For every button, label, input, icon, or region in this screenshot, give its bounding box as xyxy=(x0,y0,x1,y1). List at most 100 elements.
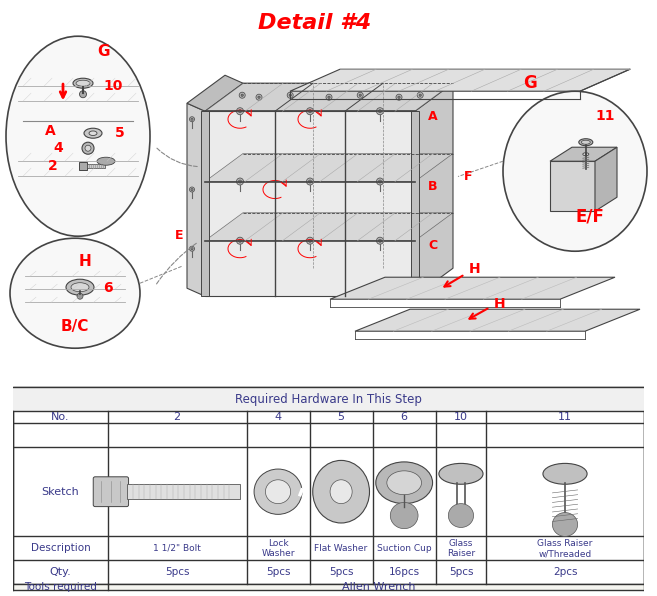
Circle shape xyxy=(378,180,382,183)
Circle shape xyxy=(287,92,293,98)
Circle shape xyxy=(357,92,363,98)
Text: 11: 11 xyxy=(595,109,615,123)
Text: Qty.: Qty. xyxy=(49,567,72,577)
Text: Suction Cup: Suction Cup xyxy=(377,544,432,553)
Circle shape xyxy=(254,469,302,514)
Circle shape xyxy=(390,502,418,529)
Polygon shape xyxy=(330,277,615,299)
Text: Description: Description xyxy=(31,544,90,553)
Circle shape xyxy=(378,110,382,113)
Circle shape xyxy=(289,94,292,97)
Text: 1 1/2" Bolt: 1 1/2" Bolt xyxy=(153,544,201,553)
Circle shape xyxy=(308,180,311,183)
Text: 5pcs: 5pcs xyxy=(329,567,353,577)
Circle shape xyxy=(191,118,193,120)
Polygon shape xyxy=(205,83,453,111)
Circle shape xyxy=(79,91,87,98)
Text: H: H xyxy=(79,254,91,269)
Circle shape xyxy=(307,178,313,185)
Bar xyxy=(13,387,644,411)
Circle shape xyxy=(328,96,330,98)
Polygon shape xyxy=(290,69,630,91)
Polygon shape xyxy=(187,103,205,296)
Circle shape xyxy=(85,145,91,151)
Text: A: A xyxy=(45,124,55,138)
Polygon shape xyxy=(205,83,453,111)
Circle shape xyxy=(237,108,244,114)
Text: 4: 4 xyxy=(53,141,63,155)
Circle shape xyxy=(308,239,311,243)
Text: 4: 4 xyxy=(275,412,282,422)
Text: Sketch: Sketch xyxy=(41,487,79,496)
Circle shape xyxy=(417,92,423,98)
Circle shape xyxy=(238,239,242,243)
Circle shape xyxy=(326,94,332,100)
Text: 2: 2 xyxy=(48,159,58,173)
Text: B/C: B/C xyxy=(61,319,89,334)
Polygon shape xyxy=(187,75,243,111)
Text: 11: 11 xyxy=(558,412,572,422)
Circle shape xyxy=(239,92,245,98)
Polygon shape xyxy=(550,147,617,162)
Text: 6: 6 xyxy=(401,412,408,422)
Circle shape xyxy=(238,180,242,183)
Circle shape xyxy=(448,504,474,527)
Text: B: B xyxy=(428,180,438,193)
Text: Glass Raiser
w/Threaded: Glass Raiser w/Threaded xyxy=(537,539,593,558)
Text: Allen Wrench: Allen Wrench xyxy=(342,582,416,592)
Circle shape xyxy=(376,178,384,185)
Text: Detail #4: Detail #4 xyxy=(258,13,372,33)
Circle shape xyxy=(82,142,94,154)
Circle shape xyxy=(553,513,578,536)
Text: H: H xyxy=(494,297,506,311)
Text: 5pcs: 5pcs xyxy=(266,567,290,577)
Circle shape xyxy=(307,108,313,114)
Circle shape xyxy=(191,247,193,250)
Bar xyxy=(79,162,87,170)
Polygon shape xyxy=(355,309,640,331)
Ellipse shape xyxy=(543,464,587,484)
Circle shape xyxy=(397,96,400,98)
Circle shape xyxy=(237,237,244,244)
Ellipse shape xyxy=(387,471,422,495)
Text: 5pcs: 5pcs xyxy=(449,567,473,577)
Polygon shape xyxy=(205,111,415,296)
Circle shape xyxy=(419,94,421,97)
Circle shape xyxy=(308,110,311,113)
Ellipse shape xyxy=(71,283,89,291)
Circle shape xyxy=(77,293,83,299)
Ellipse shape xyxy=(313,460,369,523)
Circle shape xyxy=(378,239,382,243)
Text: 10: 10 xyxy=(103,79,123,93)
Ellipse shape xyxy=(97,157,115,165)
Text: Flat Washer: Flat Washer xyxy=(315,544,368,553)
Ellipse shape xyxy=(330,480,352,504)
Text: A: A xyxy=(428,110,438,123)
Circle shape xyxy=(238,110,242,113)
Bar xyxy=(13,584,644,590)
Text: No.: No. xyxy=(51,412,70,422)
Circle shape xyxy=(359,94,361,97)
Text: G: G xyxy=(97,44,109,59)
Bar xyxy=(411,111,419,296)
Bar xyxy=(87,164,105,168)
Circle shape xyxy=(396,94,402,100)
Ellipse shape xyxy=(73,78,93,88)
Ellipse shape xyxy=(76,80,90,86)
Circle shape xyxy=(307,237,313,244)
Ellipse shape xyxy=(376,462,432,504)
Ellipse shape xyxy=(583,153,589,156)
Ellipse shape xyxy=(10,238,140,348)
Text: 6: 6 xyxy=(103,281,113,295)
Text: G: G xyxy=(523,74,537,92)
Text: 2pcs: 2pcs xyxy=(553,567,578,577)
Ellipse shape xyxy=(66,279,94,295)
Circle shape xyxy=(189,246,194,252)
Ellipse shape xyxy=(579,139,593,145)
Ellipse shape xyxy=(89,131,97,135)
Circle shape xyxy=(191,188,193,191)
Text: F: F xyxy=(464,170,472,183)
Text: Tools required: Tools required xyxy=(24,582,97,592)
Polygon shape xyxy=(550,162,595,211)
Circle shape xyxy=(189,187,194,192)
